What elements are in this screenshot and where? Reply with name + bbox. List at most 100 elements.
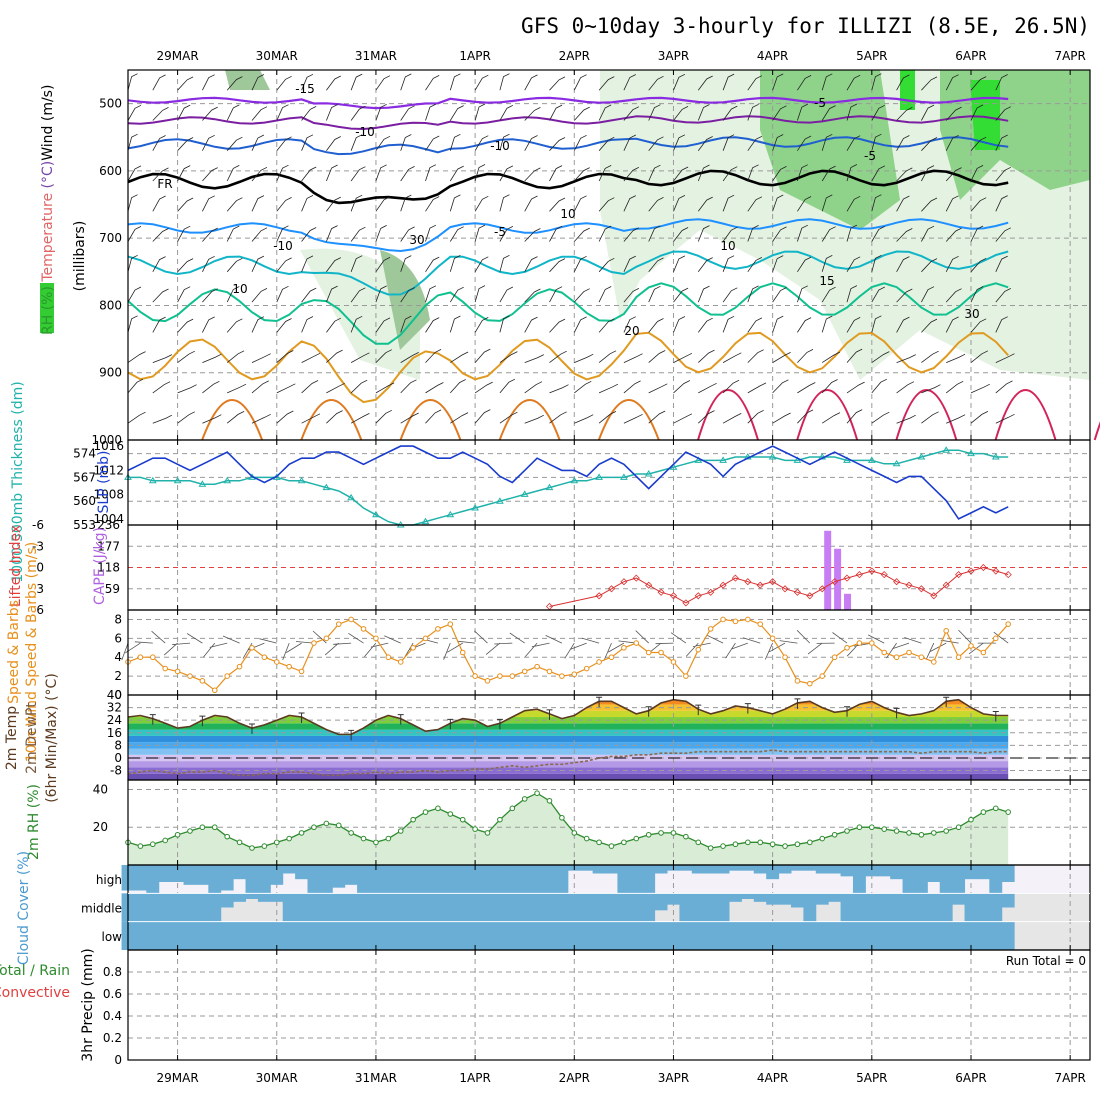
cloud-bar bbox=[257, 921, 271, 950]
thickness-marker bbox=[843, 456, 851, 463]
cloud-bar bbox=[567, 893, 581, 922]
isotherm-label: 10 bbox=[232, 282, 247, 296]
temperature-minmax-bar bbox=[992, 710, 999, 722]
slp-line bbox=[127, 445, 1009, 520]
rh-marker bbox=[187, 828, 193, 834]
lifted-index-marker bbox=[917, 585, 925, 593]
cloud-bar bbox=[220, 893, 234, 908]
isotherm-line bbox=[127, 115, 1009, 131]
rh-marker bbox=[732, 841, 739, 848]
warm-isotherm-arc bbox=[796, 389, 859, 441]
wind-speed-marker bbox=[992, 635, 999, 642]
lifted-index-marker bbox=[694, 592, 702, 600]
isotherm-line bbox=[127, 218, 1009, 253]
cloud-bar bbox=[914, 865, 928, 894]
date-label-top: 3APR bbox=[658, 49, 689, 63]
cloud-bar bbox=[195, 921, 209, 950]
temperature-band bbox=[128, 742, 1009, 749]
precip-tick: 0.4 bbox=[103, 1009, 122, 1023]
cloud-bar bbox=[270, 865, 284, 885]
rh-marker bbox=[298, 830, 305, 836]
cloud-bar bbox=[295, 893, 309, 922]
cloud-bar bbox=[803, 921, 817, 950]
rh-marker bbox=[608, 843, 615, 849]
wind-speed-marker bbox=[360, 626, 367, 632]
wind-speed-marker bbox=[497, 673, 503, 679]
wind-speed-marker bbox=[695, 646, 702, 653]
temperature-minmax-bar bbox=[546, 709, 553, 720]
rh-ylabel: 2m RH (%) bbox=[26, 784, 42, 860]
cloud-bar bbox=[419, 921, 432, 950]
slp-tick: 1004 bbox=[93, 512, 124, 526]
rh-marker bbox=[174, 831, 181, 838]
thickness-tick: 567 bbox=[73, 470, 96, 484]
pressure-tick: 700 bbox=[99, 231, 122, 245]
cloud-bar bbox=[381, 893, 395, 922]
cloud-bar bbox=[282, 865, 296, 874]
cloud-bar bbox=[183, 865, 197, 885]
date-label-bottom: 4APR bbox=[757, 1071, 788, 1085]
thickness-marker bbox=[322, 483, 331, 491]
cape-tick: 118 bbox=[97, 561, 120, 575]
wind-speed-marker bbox=[385, 654, 392, 661]
cloud-level-label: high bbox=[96, 873, 122, 887]
precip-tick: 0 bbox=[114, 1053, 122, 1067]
cloud-bar bbox=[642, 921, 656, 950]
rh-marker bbox=[844, 828, 850, 834]
cloud-bar bbox=[840, 893, 854, 922]
thickness-marker bbox=[991, 453, 1000, 460]
cloud-bar bbox=[518, 921, 532, 950]
cloud-bar bbox=[220, 865, 234, 891]
isotherm-label: 30 bbox=[409, 233, 424, 247]
cloud-bar bbox=[158, 893, 172, 922]
warm-isotherm-arc bbox=[597, 399, 660, 441]
cloud-bar bbox=[245, 865, 259, 894]
rh-marker bbox=[596, 839, 602, 846]
cloud-bar bbox=[766, 893, 780, 905]
cloud-bar bbox=[716, 893, 730, 922]
wind-speed-marker bbox=[435, 626, 441, 632]
run-total-label: Run Total = 0 bbox=[1006, 954, 1086, 968]
temperature-band bbox=[128, 735, 1009, 743]
cloud-bar bbox=[927, 865, 941, 882]
wind-speed-marker bbox=[447, 621, 454, 627]
thickness-marker bbox=[372, 510, 380, 518]
cloud-bar bbox=[927, 921, 941, 950]
cloud-bar bbox=[431, 865, 445, 894]
rh-shade-mid bbox=[380, 250, 430, 350]
rh-marker bbox=[670, 830, 677, 836]
cloud-bar bbox=[171, 921, 185, 950]
rh-marker bbox=[869, 824, 875, 831]
temperature-minmax-bar bbox=[397, 714, 404, 725]
rh-marker bbox=[918, 831, 925, 838]
cloud-bar bbox=[741, 865, 755, 871]
thickness-marker bbox=[545, 483, 554, 491]
cloud-bar bbox=[691, 893, 705, 922]
cloud-bar bbox=[195, 893, 209, 922]
temperature-minmax-bar bbox=[248, 723, 255, 735]
wind-speed-tick: 0 bbox=[114, 688, 122, 702]
wind-speed-marker bbox=[807, 680, 813, 687]
cloud-bar bbox=[741, 921, 755, 950]
date-label-bottom: 3APR bbox=[658, 1071, 689, 1085]
cloud-bar bbox=[629, 893, 643, 922]
cloud-bar bbox=[939, 893, 953, 922]
wind-speed-marker bbox=[943, 627, 949, 634]
rh-marker bbox=[856, 824, 863, 831]
dewpoint-line bbox=[127, 749, 1009, 777]
warm-isotherm-arc bbox=[994, 389, 1057, 441]
lifted-index-marker bbox=[967, 567, 975, 575]
isotherm-label: 10 bbox=[560, 207, 575, 221]
rh-marker bbox=[943, 828, 949, 834]
rh-marker bbox=[410, 816, 416, 823]
slp-tick: 1008 bbox=[93, 488, 124, 502]
cloud-bar bbox=[357, 893, 370, 922]
lifted-index-marker bbox=[595, 592, 603, 600]
isotherm-line bbox=[127, 331, 1009, 404]
cloud-bar bbox=[505, 921, 519, 950]
cloud-bar bbox=[332, 893, 346, 922]
cape-bar bbox=[834, 548, 842, 610]
cloud-bar bbox=[493, 865, 507, 894]
wind-speed-marker bbox=[199, 678, 206, 684]
